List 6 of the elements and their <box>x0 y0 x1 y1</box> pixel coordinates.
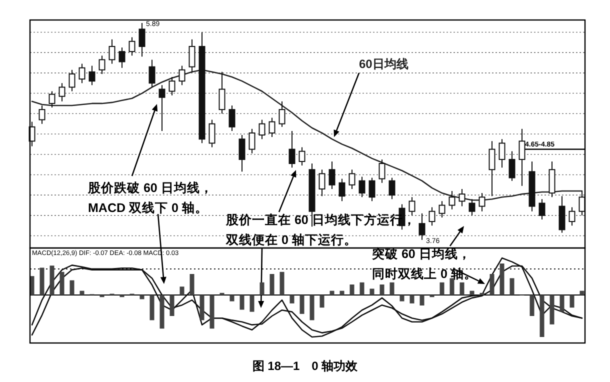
annotation: MACD 双线下 0 轴。 <box>88 201 208 215</box>
text: 图 18—1 0 轴功效 <box>252 359 359 373</box>
text: 60日均线 <box>359 57 408 71</box>
annotation: 双线便在 0 轴下运行。 <box>225 232 357 247</box>
annotation: 股价跌破 60 日均线， <box>87 181 213 195</box>
annotation: 突破 60 日均线， <box>371 246 471 261</box>
